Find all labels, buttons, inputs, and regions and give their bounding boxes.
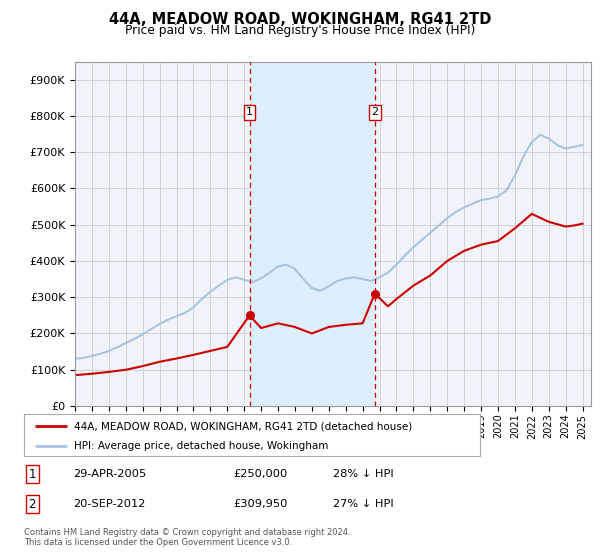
Text: 29-APR-2005: 29-APR-2005 xyxy=(74,469,147,479)
Text: £250,000: £250,000 xyxy=(234,469,288,479)
Text: 2: 2 xyxy=(371,108,379,118)
Text: Contains HM Land Registry data © Crown copyright and database right 2024.
This d: Contains HM Land Registry data © Crown c… xyxy=(24,528,350,547)
Text: HPI: Average price, detached house, Wokingham: HPI: Average price, detached house, Woki… xyxy=(74,441,329,451)
Text: 1: 1 xyxy=(246,108,253,118)
Text: 44A, MEADOW ROAD, WOKINGHAM, RG41 2TD: 44A, MEADOW ROAD, WOKINGHAM, RG41 2TD xyxy=(109,12,491,27)
Text: 27% ↓ HPI: 27% ↓ HPI xyxy=(333,500,394,509)
Text: 28% ↓ HPI: 28% ↓ HPI xyxy=(333,469,394,479)
Text: £309,950: £309,950 xyxy=(234,500,288,509)
Text: 2: 2 xyxy=(29,498,36,511)
Bar xyxy=(250,62,375,406)
Text: 20-SEP-2012: 20-SEP-2012 xyxy=(74,500,146,509)
Text: 1: 1 xyxy=(29,468,36,480)
Text: 44A, MEADOW ROAD, WOKINGHAM, RG41 2TD (detached house): 44A, MEADOW ROAD, WOKINGHAM, RG41 2TD (d… xyxy=(74,421,412,431)
Text: Price paid vs. HM Land Registry's House Price Index (HPI): Price paid vs. HM Land Registry's House … xyxy=(125,24,475,37)
